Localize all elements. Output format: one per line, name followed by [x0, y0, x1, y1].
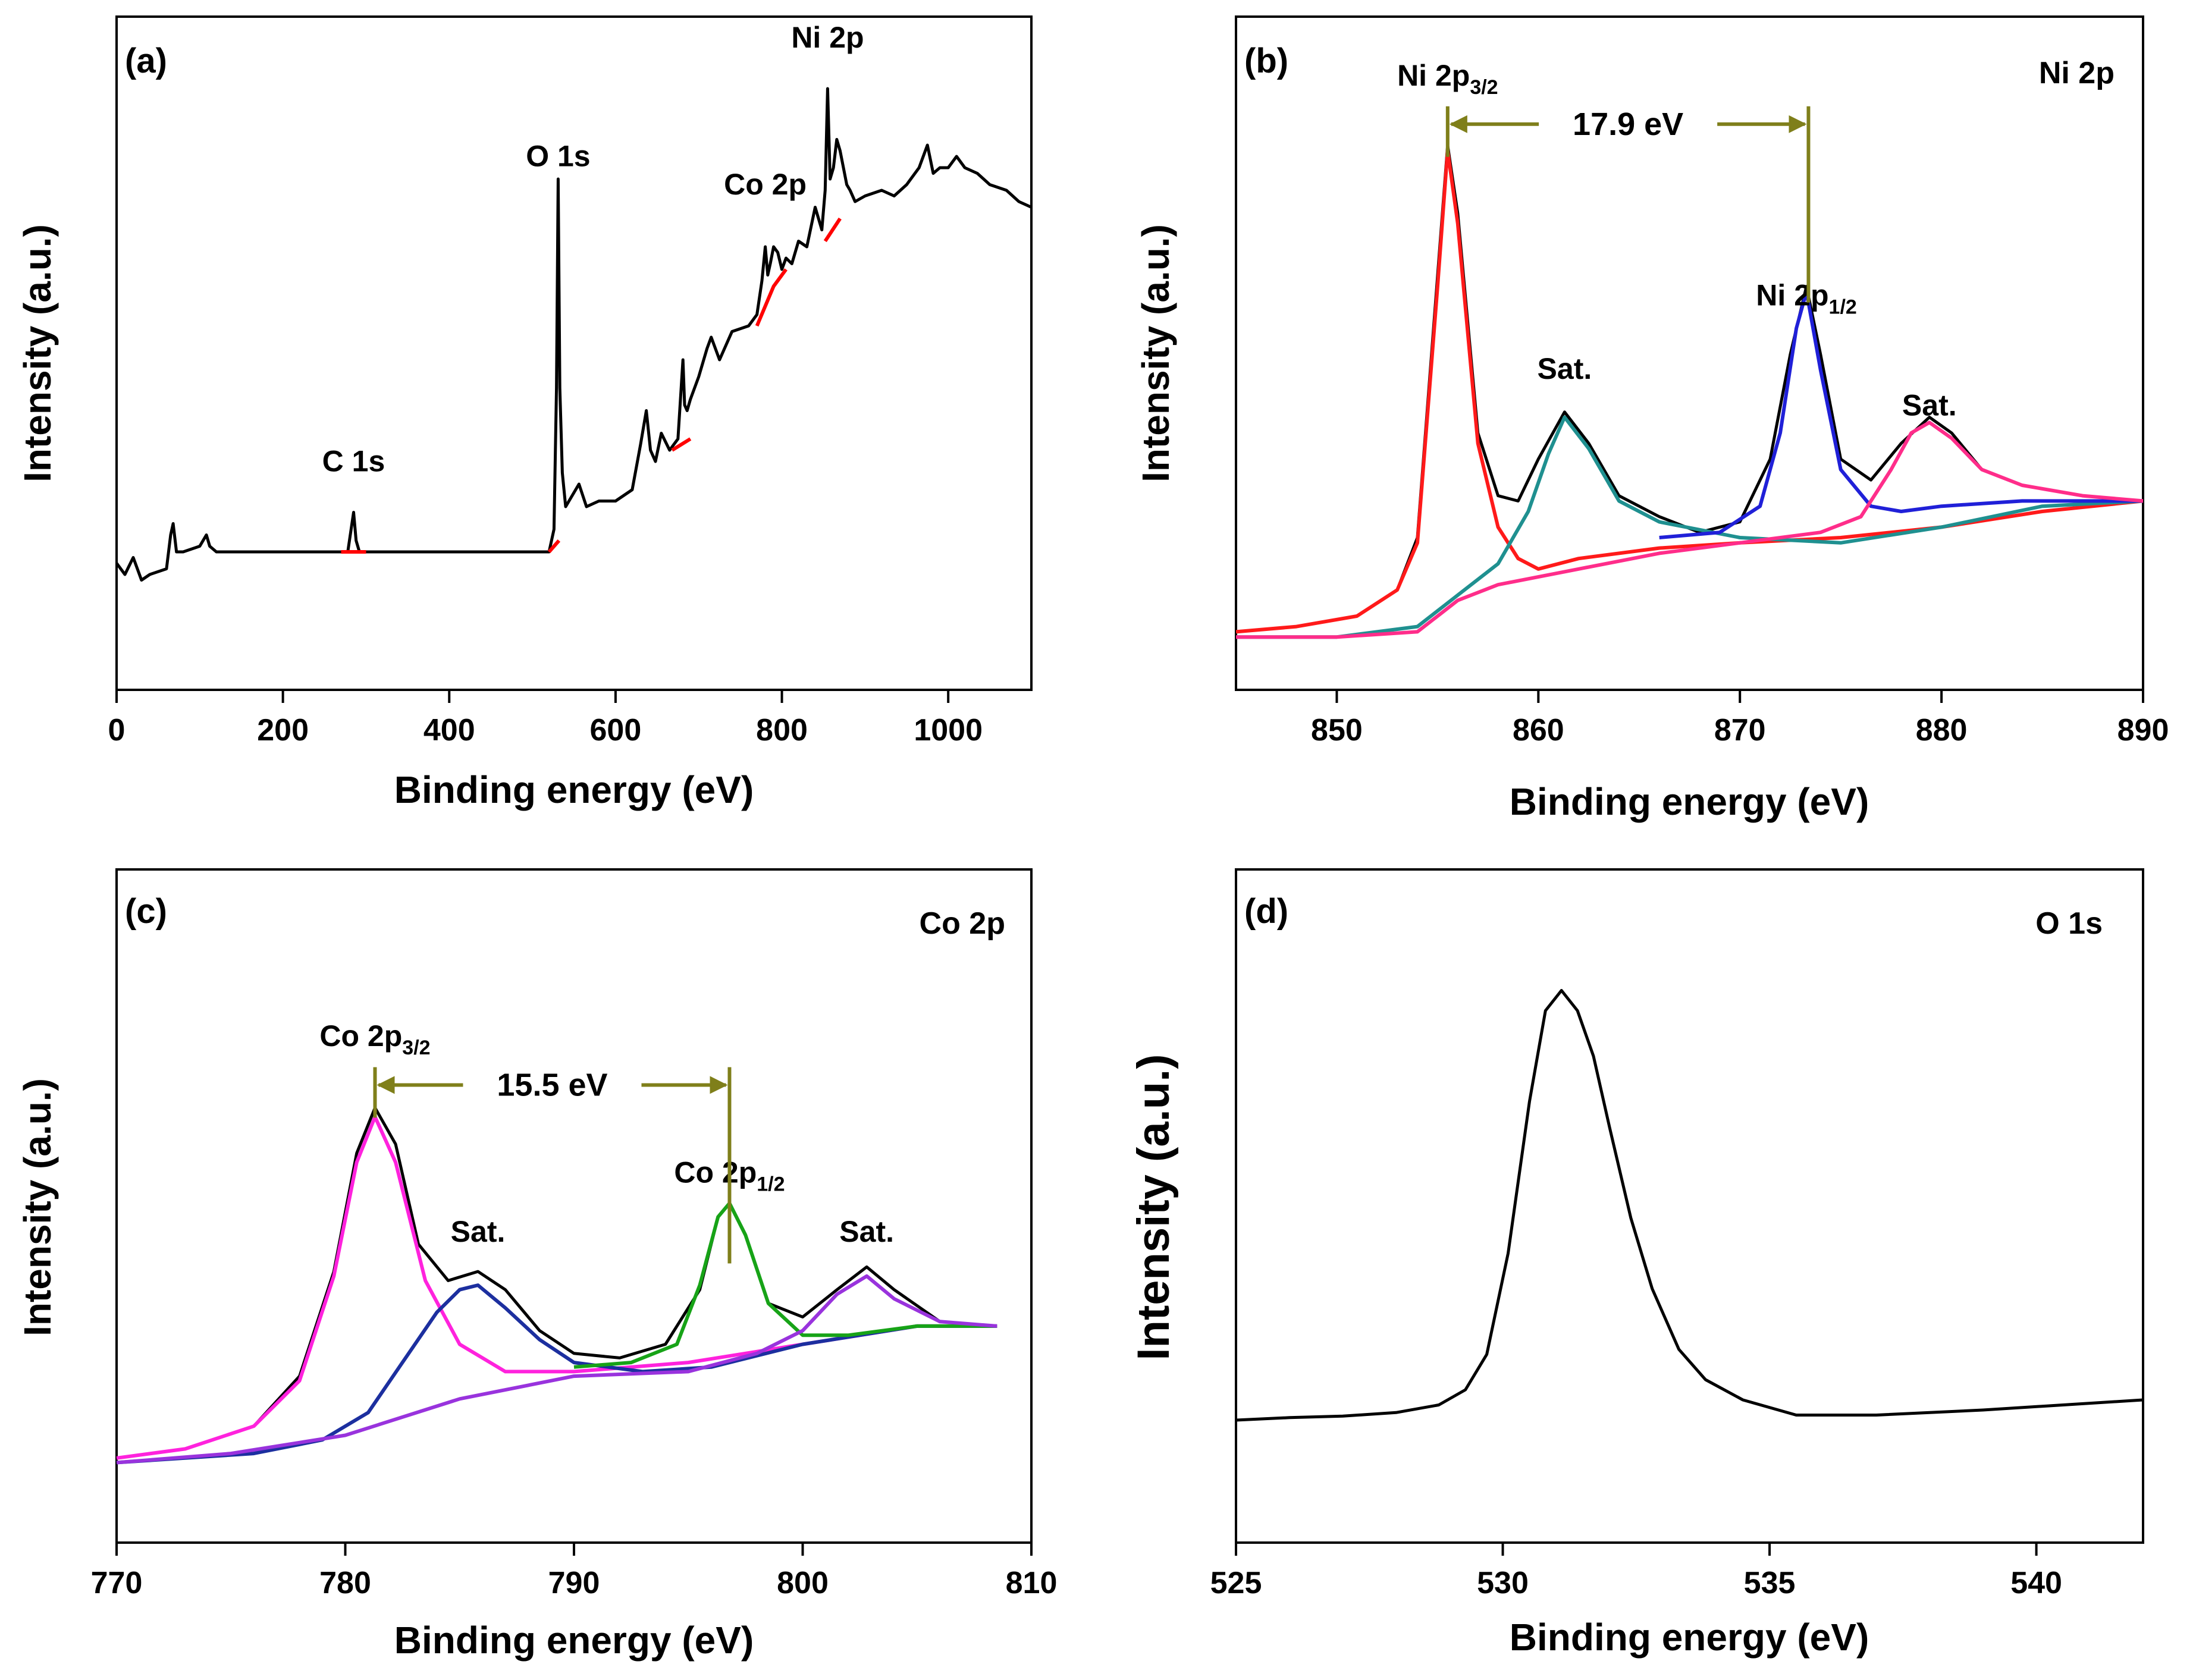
peak-annotations: Co 2p3/2 Sat. Co 2p1/2 Sat.	[319, 1019, 894, 1248]
panel-d: (d) O 1s Intensity (a.u.) Binding energy…	[1128, 868, 2144, 1659]
peak-label: Sat.	[1538, 352, 1592, 385]
series-group	[115, 87, 1033, 582]
peak-label: Ni 2p	[791, 21, 864, 54]
plot-frame	[115, 868, 1033, 1544]
peak-label: Sat.	[1902, 388, 1957, 422]
panel-label: (b)	[1244, 42, 1288, 80]
series-group	[1235, 989, 2144, 1422]
series-line-2	[341, 217, 842, 554]
x-tick-label: 530	[1477, 1566, 1529, 1600]
panel-b: (b) Ni 2p Intensity (a.u.) Binding energ…	[1134, 15, 2169, 823]
x-tick-label: 770	[91, 1566, 143, 1600]
series-line-4	[573, 1201, 997, 1369]
spin-orbit-splitting-marker: 17.9 eV	[1445, 106, 1811, 303]
x-tick-label: 0	[108, 713, 126, 748]
splitting-energy-label: 17.9 eV	[1573, 106, 1683, 142]
series-line-2	[1235, 148, 2144, 634]
x-tick-label: 1000	[914, 713, 983, 748]
x-tick-label: 600	[590, 713, 642, 748]
panel-label: (c)	[125, 892, 167, 931]
series-line-4	[1659, 290, 2143, 539]
plot-frame	[1235, 15, 2144, 691]
series-line-1	[115, 87, 1033, 582]
x-tick-label: 860	[1513, 713, 1564, 748]
x-axis-label: Binding energy (eV)	[394, 1619, 754, 1662]
peak-label: Ni 2p3/2	[1397, 59, 1498, 99]
x-tick-label: 200	[257, 713, 309, 748]
x-tick-label: 790	[548, 1566, 600, 1600]
panel-title: Ni 2p	[2039, 56, 2115, 90]
x-axis-label: Binding energy (eV)	[1510, 780, 1869, 823]
x-tick-label: 400	[423, 713, 475, 748]
panel-label: (a)	[125, 42, 167, 80]
y-axis-label: Intensity (a.u.)	[16, 224, 59, 482]
x-tick-label: 890	[2117, 713, 2169, 748]
series-line-2	[116, 1115, 997, 1460]
panel-label: (d)	[1244, 892, 1288, 931]
x-tick-label: 535	[1744, 1566, 1796, 1600]
y-axis-label: Intensity (a.u.)	[16, 1078, 59, 1336]
y-axis-label: Intensity (a.u.)	[1128, 1054, 1179, 1360]
peak-label: O 1s	[526, 140, 590, 173]
peak-label: Sat.	[839, 1215, 894, 1248]
x-tick-label: 525	[1210, 1566, 1262, 1600]
x-tick-label: 780	[319, 1566, 371, 1600]
panel-c: (c) Co 2p Intensity (a.u.) Binding energ…	[16, 868, 1058, 1662]
x-tick-label: 850	[1311, 713, 1363, 748]
x-axis-ticks: 0 200 400 600 800 1000	[108, 690, 983, 748]
x-tick-label: 540	[2010, 1566, 2062, 1600]
y-axis-label: Intensity (a.u.)	[1134, 224, 1177, 482]
series-line-3	[116, 1283, 997, 1465]
series-line-1	[1235, 989, 2144, 1422]
panel-title: Co 2p	[920, 906, 1005, 941]
panel-title: O 1s	[2035, 906, 2103, 941]
peak-label: Ni 2p1/2	[1756, 279, 1857, 319]
plot-frame	[115, 15, 1033, 691]
x-tick-label: 870	[1714, 713, 1766, 748]
series-line-3	[1236, 415, 2144, 639]
x-tick-label: 800	[777, 1566, 829, 1600]
x-tick-label: 880	[1916, 713, 1968, 748]
peak-annotations: Ni 2p3/2 Sat. Ni 2p1/2 Sat.	[1397, 59, 1957, 422]
series-line-1	[116, 1106, 997, 1460]
peak-label: Co 2p1/2	[674, 1155, 785, 1195]
x-tick-label: 810	[1006, 1566, 1058, 1600]
series-group	[116, 1106, 997, 1465]
x-axis-label: Binding energy (eV)	[394, 768, 754, 811]
spin-orbit-splitting-marker: 15.5 eV	[373, 1067, 732, 1264]
x-tick-label: 800	[756, 713, 808, 748]
peak-label: Co 2p3/2	[319, 1019, 430, 1059]
x-axis-ticks: 850 860 870 880 890	[1311, 690, 2169, 748]
peak-annotations: C 1s O 1s Co 2p Ni 2p	[322, 21, 864, 478]
plot-frame	[1235, 868, 2144, 1544]
peak-label: Co 2p	[724, 168, 807, 201]
x-axis-ticks: 525 530 535 540	[1210, 1543, 2062, 1600]
series-line-1	[1235, 143, 2144, 633]
x-axis-ticks: 770 780 790 800 810	[91, 1543, 1058, 1600]
series-line-5	[1236, 420, 2144, 639]
x-axis-label: Binding energy (eV)	[1510, 1616, 1869, 1659]
splitting-energy-label: 15.5 eV	[497, 1067, 607, 1103]
peak-label: C 1s	[322, 445, 385, 478]
peak-label: Sat.	[451, 1215, 506, 1248]
series-line-5	[116, 1274, 997, 1465]
panel-a: (a) Intensity (a.u.) Binding energy (eV)…	[16, 15, 1033, 811]
series-group	[1235, 143, 2144, 639]
